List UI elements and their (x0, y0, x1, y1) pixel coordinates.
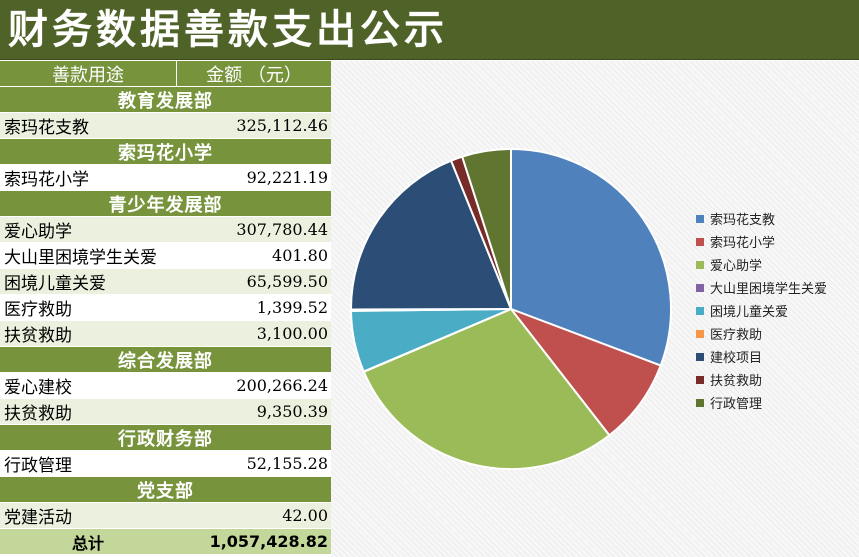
legend-swatch (696, 260, 704, 269)
dept-row: 教育发展部 (0, 87, 331, 113)
legend-swatch (696, 214, 704, 223)
legend-item: 建校项目 (696, 345, 827, 368)
table-header: 善款用途 金额 （元） (0, 61, 331, 87)
row-amount: 401.80 (272, 246, 328, 265)
legend-item: 扶贫救助 (696, 368, 827, 391)
table-row: 爱心助学 307,780.44 (0, 217, 331, 243)
legend-swatch (696, 306, 704, 315)
row-amount: 1,399.52 (256, 298, 328, 317)
row-amount: 3,100.00 (256, 324, 328, 343)
dept-row: 行政财务部 (0, 425, 331, 451)
row-amount: 9,350.39 (256, 402, 328, 421)
legend-item: 索玛花小学 (696, 230, 827, 253)
table-row: 扶贫救助 3,100.00 (0, 321, 331, 347)
row-purpose: 困境儿童关爱 (4, 274, 106, 294)
table-body: 教育发展部 索玛花支教 325,112.46 索玛花小学 索玛花小学 92,221.19 青… (0, 87, 331, 529)
table-row: 困境儿童关爱 65,599.50 (0, 269, 331, 295)
row-purpose: 扶贫救助 (4, 404, 72, 424)
legend-item: 爱心助学 (696, 253, 827, 276)
legend-label: 行政管理 (710, 397, 763, 412)
legend-swatch (696, 375, 704, 384)
chart-area: 索玛花支教索玛花小学爱心助学大山里困境学生关爱 困境儿童关爱 医疗救助建校项目扶贫救… (331, 61, 859, 557)
legend-item: 行政管理 (696, 391, 827, 414)
total-row: 总计 1,057,428.82 (0, 529, 331, 555)
dept-row: 党支部 (0, 477, 331, 503)
pie-slice (362, 307, 611, 470)
pie-slice (508, 306, 662, 437)
title-bar: 财务数据善款支出公示 (0, 0, 859, 60)
table-row: 行政管理 52,155.28 (0, 451, 331, 477)
pie-chart (349, 147, 672, 470)
expense-table: 善款用途 金额 （元） 教育发展部 索玛花支教 325,112.46 索玛花小学 索玛花… (0, 61, 331, 555)
row-purpose: 医疗救助 (4, 300, 72, 320)
header-purpose: 善款用途 (0, 61, 177, 86)
dept-row: 综合发展部 (0, 347, 331, 373)
row-purpose: 爱心建校 (4, 378, 72, 398)
row-amount: 42.00 (282, 506, 328, 525)
row-purpose: 党建活动 (4, 508, 72, 528)
total-amount: 1,057,428.82 (209, 532, 328, 551)
table-row: 大山里困境学生关爱 401.80 (0, 243, 331, 269)
legend-item: 困境儿童关爱 (696, 299, 827, 322)
legend-swatch (696, 283, 704, 292)
row-purpose: 爱心助学 (4, 222, 72, 242)
row-purpose: 扶贫救助 (4, 326, 72, 346)
legend-item: 大山里困境学生关爱 (696, 276, 827, 299)
row-purpose: 索玛花小学 (4, 170, 89, 190)
dept-row: 青少年发展部 (0, 191, 331, 217)
legend-label: 索玛花小学 (710, 236, 776, 251)
pie-slice (510, 147, 672, 367)
row-amount: 52,155.28 (246, 454, 328, 473)
legend-swatch (696, 329, 704, 338)
legend-label: 索玛花支教 (710, 213, 776, 228)
dept-row: 索玛花小学 (0, 139, 331, 165)
table-row: 索玛花支教 325,112.46 (0, 113, 331, 139)
row-amount: 65,599.50 (246, 272, 328, 291)
pie-slice (460, 147, 512, 310)
legend-label: 扶贫救助 (710, 374, 763, 389)
table-row: 党建活动 42.00 (0, 503, 331, 529)
legend-swatch (696, 398, 704, 407)
row-amount: 325,112.46 (236, 116, 328, 135)
legend-label: 大山里困境学生关爱 (710, 282, 828, 297)
legend-label: 爱心助学 (710, 259, 763, 274)
row-amount: 200,266.24 (236, 376, 328, 395)
legend-label: 建校项目 (710, 351, 763, 366)
table-row: 扶贫救助 9,350.39 (0, 399, 331, 425)
legend-swatch (696, 237, 704, 246)
table-row: 爱心建校 200,266.24 (0, 373, 331, 399)
legend-swatch (696, 352, 704, 361)
page-title: 财务数据善款支出公示 (8, 5, 448, 53)
row-amount: 307,780.44 (236, 220, 328, 239)
legend-label: 医疗救助 (710, 328, 763, 343)
total-label: 总计 (71, 533, 104, 553)
chart-legend: 索玛花支教索玛花小学爱心助学大山里困境学生关爱 困境儿童关爱 医疗救助建校项目扶贫救… (696, 207, 827, 414)
table-row: 医疗救助 1,399.52 (0, 295, 331, 321)
row-purpose: 大山里困境学生关爱 (4, 248, 157, 268)
row-purpose: 索玛花支教 (4, 118, 89, 138)
header-amount: 金额 （元） (206, 64, 302, 86)
row-purpose: 行政管理 (4, 456, 72, 476)
legend-item: 索玛花支教 (696, 207, 827, 230)
table-row: 索玛花小学 92,221.19 (0, 165, 331, 191)
row-amount: 92,221.19 (246, 168, 328, 187)
legend-item: 医疗救助 (696, 322, 827, 345)
pie-slice (350, 159, 513, 311)
legend-label: 困境儿童关爱 (710, 305, 789, 320)
